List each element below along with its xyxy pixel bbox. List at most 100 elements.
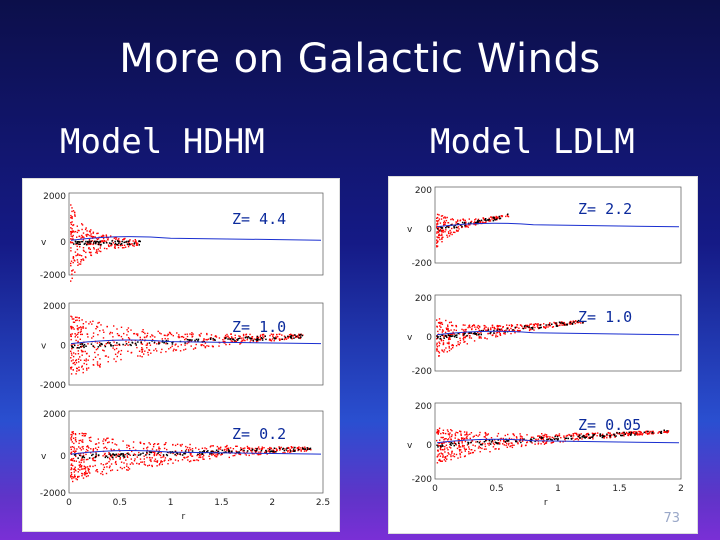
right-trend-point xyxy=(593,433,596,436)
right-scatter-point xyxy=(459,219,462,221)
left-scatter-point xyxy=(287,337,289,339)
right-scatter-point xyxy=(468,218,470,220)
right-scatter-point xyxy=(574,438,576,440)
left-scatter-point xyxy=(73,343,75,345)
left-scatter-point xyxy=(216,445,219,448)
left-scatter-point xyxy=(99,363,101,365)
right-scatter-point xyxy=(477,435,479,437)
right-scatter-point xyxy=(473,223,475,226)
right-scatter-point xyxy=(449,337,451,339)
left-scatter-point xyxy=(76,259,79,261)
right-scatter-point xyxy=(630,431,632,433)
left-trend-point xyxy=(275,451,277,453)
right-scatter-point xyxy=(454,231,456,234)
left-trend-point xyxy=(92,453,94,456)
left-scatter-point xyxy=(163,460,165,462)
right-scatter-point xyxy=(497,327,499,329)
left-trend-point xyxy=(132,454,135,456)
left-scatter-point xyxy=(132,441,135,443)
left-scatter-point xyxy=(116,344,118,346)
left-scatter-point xyxy=(93,248,95,250)
right-scatter-point xyxy=(446,216,448,219)
left-scatter-point xyxy=(83,433,85,435)
right-scatter-point xyxy=(537,435,539,437)
right-scatter-point xyxy=(478,434,481,436)
left-scatter-point xyxy=(122,440,124,442)
right-scatter-point xyxy=(549,437,551,440)
right-scatter-point xyxy=(451,434,453,436)
right-scatter-point xyxy=(483,324,485,327)
left-scatter-point xyxy=(223,338,226,340)
right-scatter-point xyxy=(459,446,462,448)
right-scatter-point xyxy=(453,453,455,455)
left-trend-point xyxy=(230,338,232,340)
left-scatter-point xyxy=(82,325,84,328)
left-scatter-point xyxy=(73,477,75,479)
left-trend-point xyxy=(265,338,267,341)
left-scatter-point xyxy=(70,221,72,224)
left-scatter-point xyxy=(92,236,94,238)
right-scatter-point xyxy=(461,328,463,331)
left-scatter-point xyxy=(304,447,306,450)
right-trend-point xyxy=(565,437,568,439)
right-scatter-point xyxy=(499,333,501,336)
right-scatter-point xyxy=(648,433,650,435)
right-trend-point xyxy=(457,332,459,335)
right-scatter-point xyxy=(438,234,440,236)
left-scatter-point xyxy=(102,241,104,243)
right-scatter-point xyxy=(575,438,577,440)
left-scatter-point xyxy=(70,214,72,217)
left-trend-point xyxy=(252,339,254,342)
left-trend-point xyxy=(116,240,119,242)
right-scatter-point xyxy=(528,329,531,332)
left-scatter-point xyxy=(244,339,246,342)
right-trend-point xyxy=(439,337,442,340)
left-scatter-point xyxy=(76,225,78,227)
left-scatter-point xyxy=(104,446,107,448)
right-scatter-point xyxy=(438,352,441,354)
right-scatter-point xyxy=(652,433,654,435)
right-scatter-point xyxy=(465,328,467,331)
left-scatter-point xyxy=(71,216,73,218)
left-scatter-point xyxy=(115,244,117,246)
right-scatter-point xyxy=(438,459,440,461)
right-scatter-point xyxy=(462,334,464,337)
right-scatter-point xyxy=(436,232,438,234)
left-trend-point xyxy=(165,341,167,343)
left-scatter-point xyxy=(96,250,98,253)
left-scatter-point xyxy=(276,448,278,451)
left-scatter-point xyxy=(85,234,87,236)
left-model-curve xyxy=(70,236,322,241)
right-scatter-point xyxy=(510,442,512,444)
right-scatter-point xyxy=(448,336,451,338)
left-scatter-point xyxy=(82,249,85,251)
right-scatter-point xyxy=(547,326,549,328)
left-scatter-point xyxy=(108,457,111,459)
left-scatter-point xyxy=(78,464,80,466)
left-trend-point xyxy=(109,342,111,344)
left-trend-point xyxy=(127,240,130,242)
right-scatter-point xyxy=(572,435,575,437)
left-trend-point xyxy=(256,449,258,452)
right-scatter-point xyxy=(510,324,513,326)
left-scatter-point xyxy=(89,248,91,250)
left-scatter-point xyxy=(72,269,74,271)
left-scatter-point xyxy=(72,457,75,460)
right-trend-point xyxy=(497,439,499,441)
right-scatter-point xyxy=(447,342,450,345)
left-scatter-point xyxy=(75,478,77,480)
right-scatter-point xyxy=(508,324,510,327)
left-scatter-point xyxy=(85,353,88,355)
left-trend-point xyxy=(114,242,117,245)
right-scatter-point xyxy=(489,220,492,222)
left-scatter-point xyxy=(89,252,91,254)
right-scatter-point xyxy=(448,446,451,448)
left-scatter-point xyxy=(84,256,87,258)
left-scatter-point xyxy=(75,360,77,362)
right-scatter-point xyxy=(543,434,546,437)
right-scatter-point xyxy=(609,437,611,439)
left-scatter-point xyxy=(196,459,198,461)
left-scatter-point xyxy=(74,333,76,335)
left-scatter-point xyxy=(127,337,130,339)
right-scatter-point xyxy=(447,330,449,332)
